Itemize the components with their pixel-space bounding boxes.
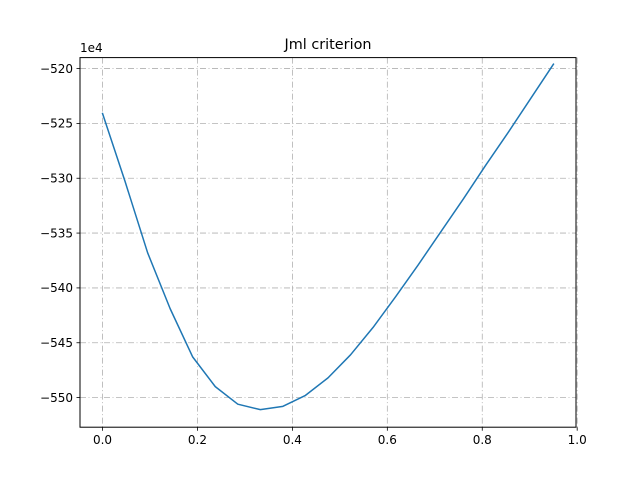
x-tick-label: 0.2 bbox=[188, 433, 207, 447]
chart-title: Jml criterion bbox=[284, 37, 372, 53]
y-offset-label: 1e4 bbox=[80, 41, 103, 55]
x-tick-label: 0.8 bbox=[473, 433, 492, 447]
plot-frame bbox=[79, 57, 577, 428]
series-line bbox=[101, 63, 555, 411]
x-tick-label: 0.6 bbox=[378, 433, 397, 447]
series-layer bbox=[101, 63, 555, 411]
x-tick-label: 0.4 bbox=[283, 433, 302, 447]
y-tick-label: −525 bbox=[40, 117, 73, 131]
y-tick-label: −535 bbox=[40, 226, 73, 240]
y-tick-label: −520 bbox=[40, 62, 73, 76]
grid bbox=[80, 57, 578, 428]
y-tick-label: −540 bbox=[40, 281, 73, 295]
axes: 0.0 0.2 0.4 0.6 0.8 1.0 −550 −545 −540 −535 −530 −5… bbox=[40, 62, 587, 447]
y-tick-label: −530 bbox=[40, 172, 73, 186]
y-tick-label: −550 bbox=[40, 391, 73, 405]
y-tick-label: −545 bbox=[40, 336, 73, 350]
x-tick-label: 1.0 bbox=[568, 433, 587, 447]
x-tick-label: 0.0 bbox=[93, 433, 112, 447]
